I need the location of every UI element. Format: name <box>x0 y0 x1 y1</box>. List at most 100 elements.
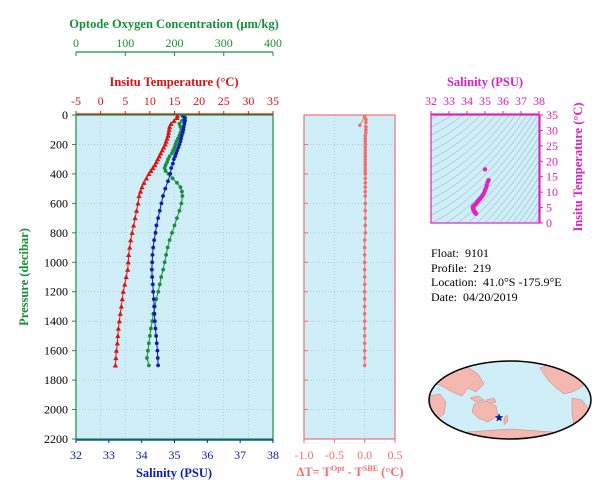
isopycnal-line <box>431 115 522 200</box>
date-value: 04/20/2019 <box>463 289 518 304</box>
delta-title-suffix: (°C) <box>378 465 403 479</box>
oxygen-point <box>146 341 151 346</box>
oxygen-point <box>164 253 169 257</box>
delta-point <box>363 133 368 138</box>
temperature-tick-label: 20 <box>193 94 205 108</box>
map-outline <box>428 360 592 440</box>
salinity-point <box>181 127 186 132</box>
salinity-point <box>174 151 179 156</box>
oxygen-point <box>162 166 167 170</box>
temperature-point <box>123 274 129 280</box>
pressure-tick-label: 0 <box>62 108 68 122</box>
ts-ytick-label: 35 <box>546 108 558 122</box>
temperature-point <box>141 180 147 185</box>
salinity-point <box>152 238 157 243</box>
float-line: Float: 9101 <box>431 246 562 261</box>
temperature-tick-label: -5 <box>71 94 81 108</box>
delta-point <box>363 160 368 164</box>
delta-point <box>363 157 368 161</box>
salinity-point <box>155 356 160 360</box>
oxygen-tick-label: 0 <box>73 36 79 50</box>
temperature-tick-label: 25 <box>218 94 230 108</box>
salinity-point <box>152 319 157 324</box>
oxygen-point <box>177 208 182 213</box>
salinity-point <box>182 121 187 126</box>
salinity-point <box>151 245 156 250</box>
oxygen-axis-title: Optode Oxygen Concentration (μm/kg) <box>69 17 279 31</box>
delta-point <box>362 348 367 353</box>
ts-ytick-label: 15 <box>546 170 558 184</box>
salinity-tick-label: 36 <box>201 448 213 462</box>
delta-point <box>364 127 368 132</box>
star-icon <box>494 413 504 422</box>
delta-plot-frame <box>303 114 396 440</box>
delta-point <box>362 356 367 360</box>
isopycnal-line <box>512 184 539 223</box>
salinity-point <box>156 216 160 220</box>
pressure-tick-label: 1400 <box>44 314 68 328</box>
delta-point <box>363 145 368 150</box>
float-info-panel: Float: 9101 Profile: 219 Location: 41.0°… <box>431 246 562 304</box>
isopycnal-line <box>431 115 490 160</box>
salinity-point <box>183 118 187 123</box>
delta-point <box>362 267 367 272</box>
oxygen-series <box>145 115 188 368</box>
delta-tick-label: -0.5 <box>325 448 344 462</box>
salinity-tick-label: 35 <box>169 448 181 462</box>
temperature-point <box>135 200 141 206</box>
salinity-point <box>151 297 156 301</box>
delta-axis-title: ΔT= TOpt - TSBE (°C) <box>296 464 403 479</box>
temperature-point <box>113 348 119 353</box>
temperature-point <box>165 130 172 135</box>
temperature-point <box>126 252 132 257</box>
temperature-point <box>165 133 171 138</box>
delta-point <box>362 238 367 242</box>
oxygen-point <box>179 201 184 206</box>
delta-point <box>362 245 367 250</box>
ts-ytick-label: 10 <box>546 185 558 199</box>
delta-tick-label: 0.0 <box>357 448 372 462</box>
salinity-point <box>182 116 187 120</box>
delta-point <box>362 334 367 338</box>
ts-point <box>482 167 488 172</box>
delta-point <box>363 180 368 185</box>
delta-point <box>363 172 368 176</box>
oxygen-point <box>166 157 170 162</box>
ts-point <box>485 179 490 185</box>
oxygen-point <box>171 148 175 153</box>
salinity-point <box>178 139 183 144</box>
profile-label: Profile: <box>431 260 467 275</box>
oxygen-point <box>170 151 174 156</box>
temperature-series <box>112 115 181 368</box>
oxygen-tick-label: 400 <box>264 36 282 50</box>
delta-point <box>364 124 368 129</box>
temperature-point <box>137 188 144 194</box>
delta-point <box>362 115 367 119</box>
ts-temperature-title: Insitu Temperature (°C) <box>571 102 585 231</box>
delta-point <box>364 117 368 122</box>
isopycnal-line <box>505 176 539 223</box>
main-plot-frame <box>75 114 274 440</box>
ts-isopycnal-lines <box>431 115 539 223</box>
salinity-point <box>173 154 178 159</box>
isopycnal-line <box>431 115 464 136</box>
delta-axes: -1.0 -0.5 0.0 0.5 <box>295 114 403 462</box>
pressure-tick-label: 600 <box>50 196 68 210</box>
oxygen-point <box>178 185 183 190</box>
isopycnal-line <box>431 115 504 176</box>
temperature-point <box>122 281 128 287</box>
delta-point <box>362 341 367 346</box>
delta-point <box>363 189 368 194</box>
salinity-point <box>151 289 156 294</box>
australia-landmass <box>471 400 499 423</box>
oxygen-point <box>157 282 162 287</box>
float-label: Float: <box>431 246 460 260</box>
isopycnal-line <box>431 115 453 128</box>
temperature-point <box>115 333 121 338</box>
isopycnal-line <box>457 128 539 223</box>
temperature-point <box>136 193 142 199</box>
profile-value: 219 <box>473 260 491 275</box>
